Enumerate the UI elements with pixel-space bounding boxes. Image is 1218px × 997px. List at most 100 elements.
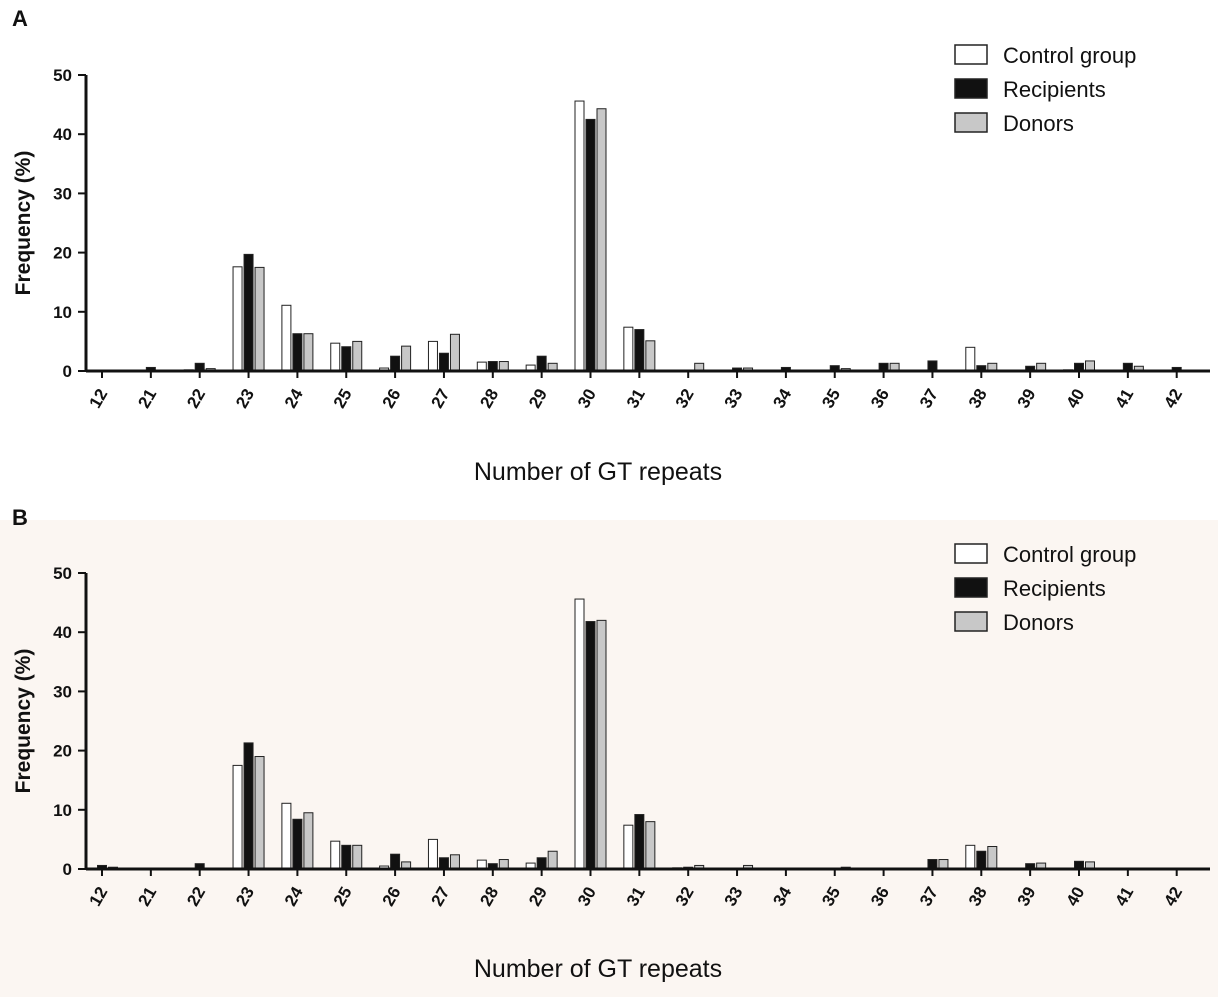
x-tick-label: 32 xyxy=(672,386,698,412)
bar-donors xyxy=(352,844,363,870)
bar-control-group xyxy=(965,346,976,372)
bar-donors xyxy=(596,108,607,372)
x-tick-label: 27 xyxy=(427,884,453,910)
y-tick-label: 50 xyxy=(53,564,72,583)
bar-control-group xyxy=(623,326,634,372)
bar-recipients xyxy=(292,818,303,870)
bar-control-group xyxy=(427,340,438,372)
bar-donors xyxy=(352,340,363,372)
bar-donors xyxy=(645,821,656,870)
y-tick-label: 50 xyxy=(53,66,72,85)
x-tick-label: 31 xyxy=(623,884,649,910)
bar-control-group xyxy=(281,802,292,870)
bar-control-group xyxy=(965,844,976,870)
bar-control-group xyxy=(574,598,585,870)
legend-label: Control group xyxy=(1003,43,1136,68)
x-tick-label: 39 xyxy=(1014,884,1040,910)
panel-letter: B xyxy=(12,505,28,530)
x-tick-label: 40 xyxy=(1063,884,1089,910)
x-tick-label: 37 xyxy=(916,884,942,910)
x-tick-label: 35 xyxy=(818,386,844,412)
x-tick-label: 41 xyxy=(1111,884,1137,910)
bar-control-group xyxy=(330,342,341,372)
bar-donors xyxy=(987,846,998,870)
y-tick-label: 30 xyxy=(53,184,72,203)
bar-control-group xyxy=(281,304,292,372)
bar-control-group xyxy=(574,100,585,372)
bar-recipients xyxy=(536,355,547,372)
x-tick-label: 30 xyxy=(574,884,600,910)
legend-swatch xyxy=(954,543,988,564)
x-tick-label: 37 xyxy=(916,386,942,412)
bar-donors xyxy=(547,850,558,870)
x-tick-label: 22 xyxy=(183,386,209,412)
bar-recipients xyxy=(927,360,938,372)
x-tick-label: 36 xyxy=(867,884,893,910)
x-tick-label: 23 xyxy=(232,884,258,910)
bar-recipients xyxy=(976,850,987,870)
x-tick-label: 28 xyxy=(476,884,502,910)
x-tick-label: 21 xyxy=(134,884,160,910)
bar-control-group xyxy=(232,266,243,372)
x-tick-label: 26 xyxy=(379,884,405,910)
x-tick-label: 12 xyxy=(86,386,112,412)
bar-donors xyxy=(254,756,265,870)
x-tick-label: 41 xyxy=(1111,386,1137,412)
x-tick-label: 24 xyxy=(281,883,307,909)
bar-donors xyxy=(401,345,412,372)
x-tick-label: 25 xyxy=(330,386,356,412)
bar-recipients xyxy=(634,329,645,372)
x-axis-label: Number of GT repeats xyxy=(474,955,722,983)
legend-swatch xyxy=(954,577,988,598)
x-tick-label: 33 xyxy=(721,386,747,412)
legend-label: Recipients xyxy=(1003,576,1106,601)
y-tick-label: 0 xyxy=(63,362,72,381)
bar-recipients xyxy=(341,844,352,870)
bar-control-group xyxy=(427,838,438,870)
bar-donors xyxy=(645,340,656,372)
x-tick-label: 39 xyxy=(1014,386,1040,412)
bar-donors xyxy=(449,333,460,372)
panel-a: A 0 10 20 30 40 50 Frequency (%) 12 21 22 23 24 25 26 2… xyxy=(12,6,1210,486)
x-tick-label: 25 xyxy=(330,884,356,910)
x-tick-label: 36 xyxy=(867,386,893,412)
legend-label: Control group xyxy=(1003,542,1136,567)
y-tick-label: 0 xyxy=(63,860,72,879)
bar-recipients xyxy=(438,857,449,870)
bar-recipients xyxy=(536,857,547,870)
bar-recipients xyxy=(243,253,254,372)
x-tick-label: 29 xyxy=(525,884,551,910)
panel-b: B 0 10 20 30 40 50 Frequency (%) 12 21 22 23 24 25 26 2… xyxy=(12,505,1210,983)
x-tick-label: 23 xyxy=(232,386,258,412)
bar-donors xyxy=(303,333,314,372)
x-tick-label: 40 xyxy=(1063,386,1089,412)
x-tick-label: 34 xyxy=(769,883,795,909)
x-tick-label: 29 xyxy=(525,386,551,412)
bar-recipients xyxy=(243,742,254,870)
y-tick-label: 20 xyxy=(53,742,72,761)
x-tick-label: 26 xyxy=(379,386,405,412)
y-tick-label: 10 xyxy=(53,303,72,322)
legend-label: Donors xyxy=(1003,111,1074,136)
y-axis-label: Frequency (%) xyxy=(12,649,35,794)
x-tick-label: 42 xyxy=(1160,884,1186,910)
x-tick-label: 24 xyxy=(281,385,307,411)
bar-donors xyxy=(596,619,607,870)
bar-recipients xyxy=(341,346,352,372)
bar-donors xyxy=(254,266,265,372)
legend-swatch xyxy=(954,611,988,632)
x-tick-label: 12 xyxy=(86,884,112,910)
bar-recipients xyxy=(390,853,401,870)
x-tick-label: 28 xyxy=(476,386,502,412)
x-tick-label: 21 xyxy=(134,386,160,412)
bar-recipients xyxy=(585,621,596,870)
y-tick-label: 40 xyxy=(53,125,72,144)
x-tick-label: 32 xyxy=(672,884,698,910)
y-tick-label: 10 xyxy=(53,801,72,820)
bar-donors xyxy=(449,854,460,870)
x-tick-label: 27 xyxy=(427,386,453,412)
legend-swatch xyxy=(954,112,988,133)
x-tick-label: 38 xyxy=(965,884,991,910)
x-tick-label: 42 xyxy=(1160,386,1186,412)
